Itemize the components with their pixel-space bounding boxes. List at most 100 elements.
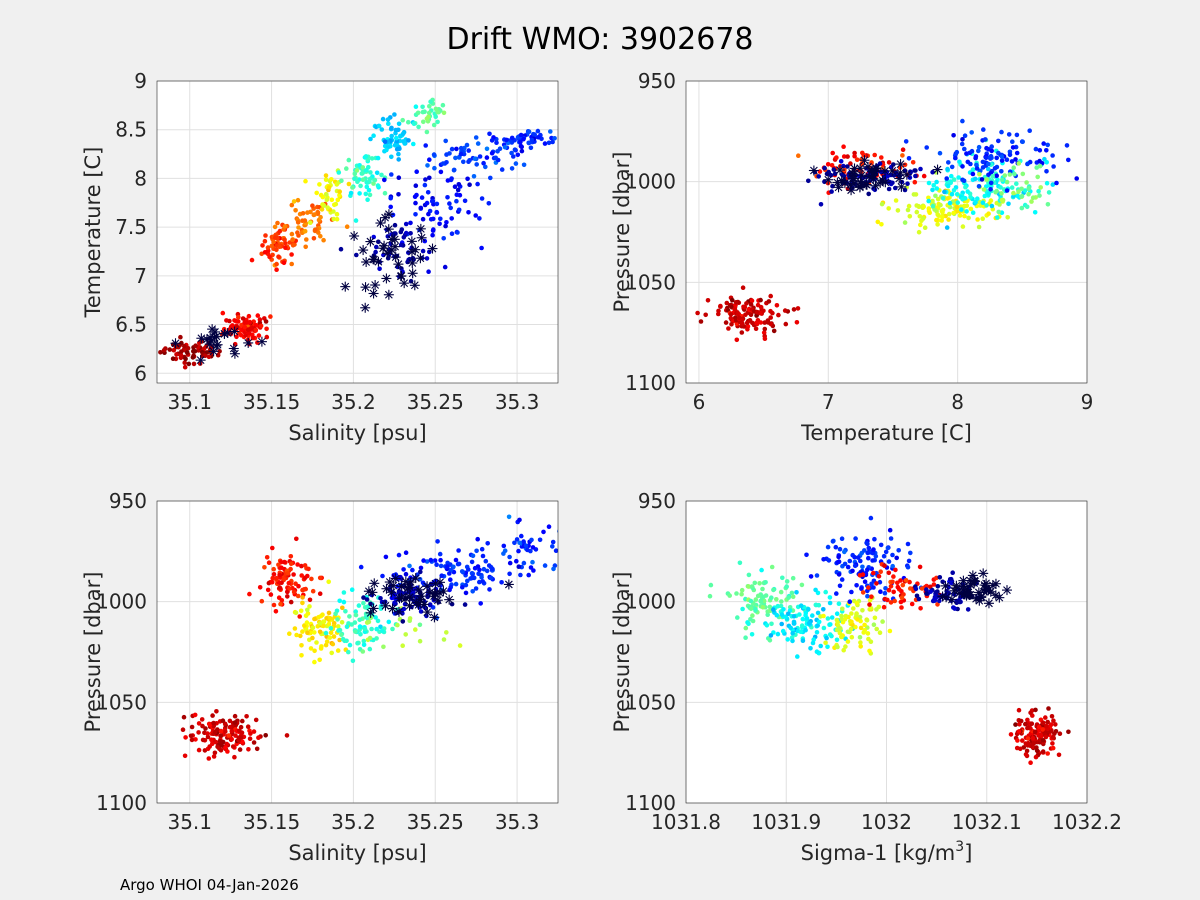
data-point: [858, 644, 863, 649]
data-point: [849, 589, 854, 595]
data-point: [274, 267, 279, 273]
data-point: [946, 217, 951, 222]
data-point: [324, 192, 329, 197]
data-point: [247, 736, 253, 741]
data-point: [791, 621, 797, 626]
data-point: [292, 626, 298, 631]
data-point: [960, 224, 966, 229]
data-point: [1044, 148, 1049, 153]
data-point: [933, 590, 939, 595]
data-point: [424, 116, 430, 121]
data-point: [859, 586, 864, 592]
data-point: [336, 170, 342, 175]
data-point: [978, 168, 983, 174]
star-point: [823, 174, 834, 185]
data-point: [964, 209, 969, 214]
data-point: [810, 640, 816, 646]
data-point: [1025, 725, 1030, 731]
data-point: [957, 159, 962, 165]
data-point: [872, 615, 878, 621]
data-point: [1044, 723, 1049, 729]
data-point: [289, 202, 295, 208]
data-point: [914, 203, 919, 208]
data-point: [821, 625, 827, 631]
data-point: [784, 584, 789, 589]
data-point: [310, 588, 316, 594]
data-point: [211, 720, 216, 726]
data-point: [232, 720, 238, 725]
data-point: [350, 185, 355, 190]
data-point: [926, 180, 932, 186]
data-point: [523, 543, 529, 549]
data-point: [292, 242, 297, 247]
data-point: [299, 653, 304, 658]
data-point: [750, 613, 755, 618]
data-point: [372, 177, 378, 183]
data-point: [295, 197, 301, 203]
data-point: [353, 609, 359, 614]
data-point: [999, 197, 1005, 203]
data-point: [514, 558, 519, 564]
data-point: [269, 579, 275, 585]
data-point: [473, 213, 479, 218]
data-point: [1048, 722, 1054, 727]
data-point: [834, 611, 840, 616]
star-point: [834, 165, 845, 176]
data-point: [850, 568, 855, 574]
data-point: [960, 196, 965, 202]
star-point: [868, 170, 879, 181]
data-point: [407, 563, 412, 569]
data-point: [867, 597, 873, 603]
data-point: [205, 731, 210, 736]
data-point: [815, 623, 820, 628]
data-point: [357, 191, 362, 196]
data-point: [453, 557, 459, 563]
data-point: [1044, 169, 1049, 174]
data-point: [296, 583, 301, 589]
data-point: [937, 598, 942, 604]
data-point: [303, 244, 309, 250]
data-point: [918, 166, 923, 172]
data-point: [959, 141, 965, 147]
data-point: [483, 164, 488, 170]
star-point: [170, 338, 181, 349]
data-point: [932, 598, 938, 603]
data-point: [921, 173, 927, 179]
data-point: [337, 637, 342, 643]
star-point: [256, 336, 267, 347]
data-point: [822, 165, 827, 171]
star-point: [1001, 585, 1012, 596]
data-point: [983, 155, 989, 161]
data-point: [1006, 201, 1011, 207]
data-point: [327, 635, 333, 640]
data-point: [885, 597, 890, 603]
data-point: [976, 144, 982, 150]
data-point: [309, 576, 314, 582]
data-point: [550, 139, 555, 145]
data-point: [290, 237, 295, 243]
data-point: [207, 722, 213, 728]
data-point: [445, 564, 450, 569]
data-point: [329, 197, 335, 203]
data-point: [364, 184, 370, 190]
data-point: [973, 199, 978, 205]
data-point: [418, 609, 424, 614]
data-point: [340, 605, 345, 611]
data-point: [326, 610, 332, 616]
data-point: [388, 195, 394, 201]
data-point: [550, 544, 555, 549]
data-point: [945, 196, 950, 201]
data-point: [839, 577, 845, 582]
data-point: [957, 599, 963, 605]
data-point: [1038, 185, 1043, 190]
data-point: [403, 571, 409, 577]
data-point: [339, 178, 344, 184]
data-point: [818, 643, 823, 649]
data-point: [767, 604, 773, 610]
data-point: [455, 230, 460, 235]
star-point: [243, 337, 254, 348]
panel-psig: 1031.8 1031.9 1032 1032.1 1032.2 950 1000 1050 1…: [610, 489, 1122, 865]
data-point: [344, 624, 350, 630]
data-point: [373, 249, 378, 255]
data-point: [1013, 157, 1018, 162]
